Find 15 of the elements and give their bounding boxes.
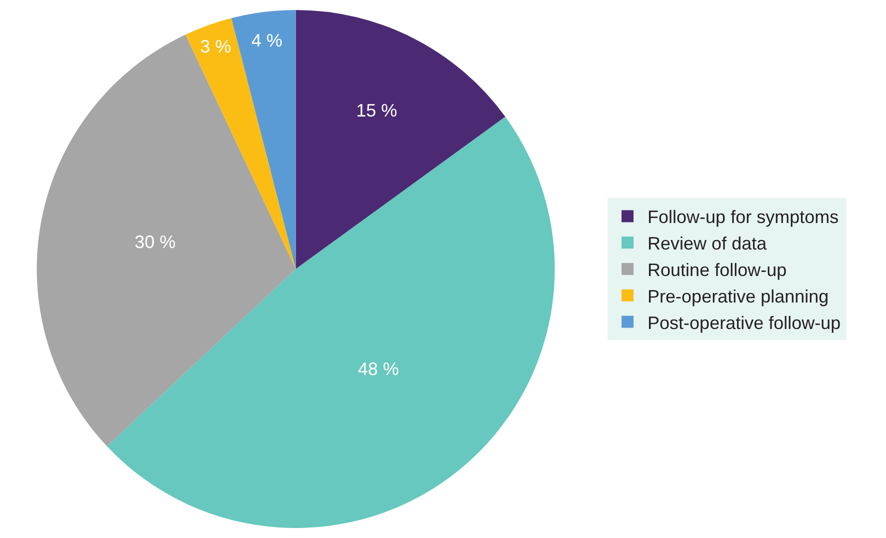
legend-label: Pre-operative planning — [648, 286, 829, 306]
legend-label: Review of data — [648, 234, 768, 254]
pie-slice — [186, 18, 296, 269]
pie-slice — [106, 116, 555, 528]
data-label: 4 % — [251, 30, 282, 51]
data-label: 3 % — [200, 36, 232, 56]
pie-slice — [296, 10, 506, 269]
data-label: 30 % — [134, 232, 176, 252]
legend-label: Post-operative follow-up — [648, 312, 841, 333]
legend-label: Routine follow-up — [648, 260, 787, 280]
legend-label: Follow-up for symptoms — [648, 207, 839, 228]
data-label: 48 % — [358, 358, 399, 379]
pie-slice — [36, 34, 296, 446]
pie-slice — [231, 10, 296, 269]
data-label: 15 % — [356, 100, 398, 120]
